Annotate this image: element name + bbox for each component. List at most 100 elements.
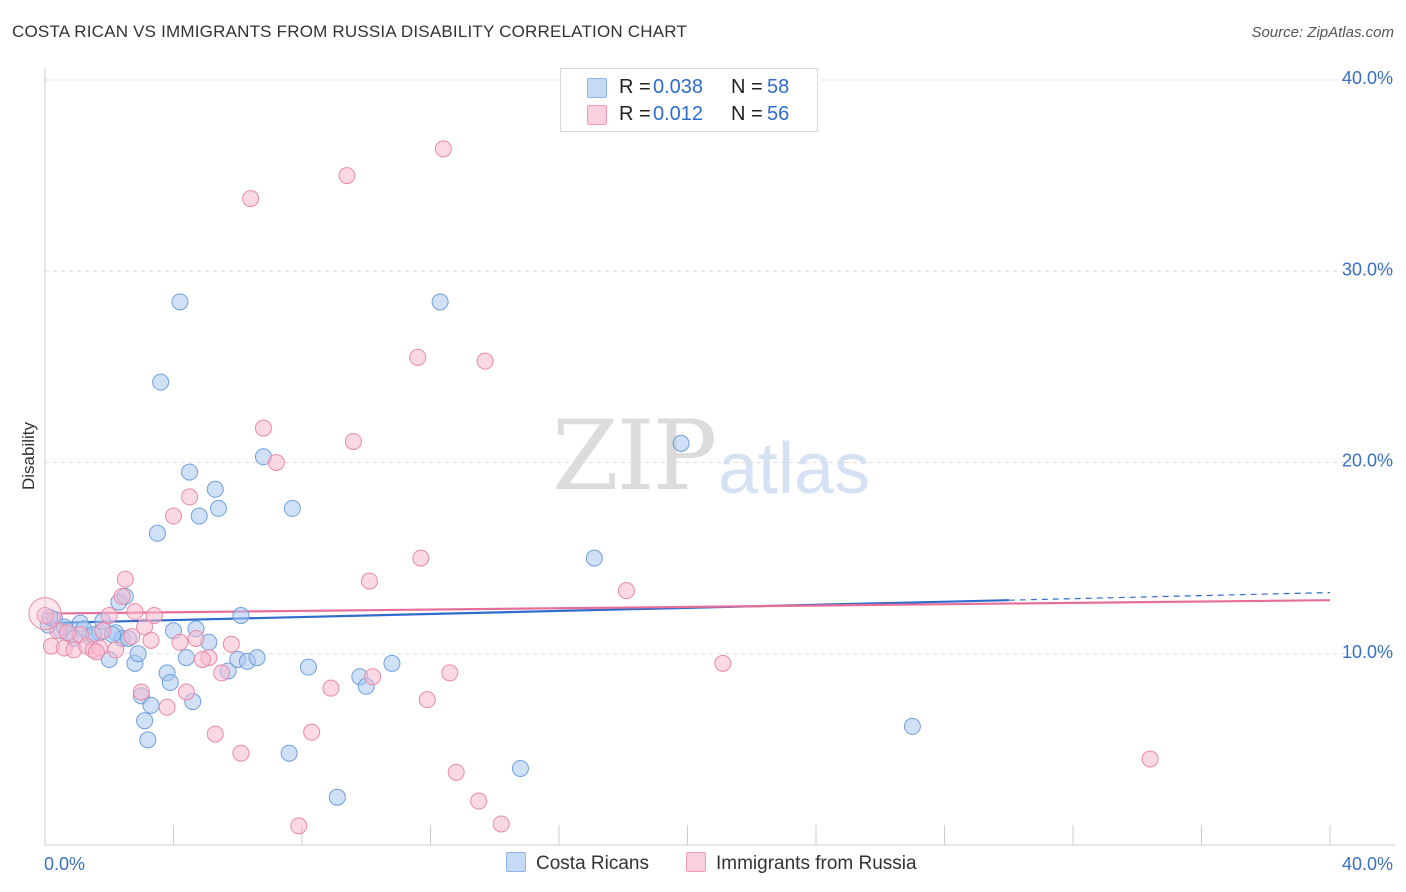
point-costa-rican [383, 654, 401, 672]
point-costa-rican [129, 645, 147, 663]
point-costa-rican [248, 649, 266, 667]
legend-r-value: 0.012 [653, 103, 704, 125]
chart-title: COSTA RICAN VS IMMIGRANTS FROM RUSSIA DI… [12, 22, 688, 41]
point-russia [1141, 750, 1159, 768]
point-costa-rican [161, 673, 179, 691]
axis-labels: 10.0% 20.0% 30.0% 40.0% 0.0% 40.0% Disability [19, 68, 1393, 874]
legend-r-value: 0.038 [653, 76, 704, 98]
trend-line-russia [44, 599, 1331, 615]
point-russia [171, 633, 189, 651]
point-russia [338, 167, 356, 185]
point-costa-rican [152, 373, 170, 391]
point-costa-rican [139, 731, 157, 749]
point-russia [177, 683, 195, 701]
point-russia [132, 683, 150, 701]
point-russia [107, 641, 125, 659]
point-russia [242, 190, 260, 208]
point-costa-rican [136, 712, 154, 730]
point-costa-rican [190, 507, 208, 525]
bottom-legend-swatch-blue [506, 852, 526, 872]
legend-swatch-blue [587, 78, 607, 98]
point-russia [412, 549, 430, 567]
point-costa-rican [903, 717, 921, 735]
point-russia [206, 725, 224, 743]
legend-n-value: 58 [767, 76, 790, 98]
point-russia [213, 664, 231, 682]
point-russia [476, 352, 494, 370]
point-russia [470, 792, 488, 810]
y-tick-label: 30.0% [1342, 259, 1393, 279]
y-tick-label: 20.0% [1342, 451, 1393, 471]
point-russia [254, 419, 272, 437]
point-russia [145, 607, 163, 624]
legend-r-label: R = [619, 103, 651, 125]
y-tick-label: 10.0% [1342, 642, 1393, 662]
point-russia [113, 587, 131, 605]
trend-line-costa-ricans-extrapolated [1008, 591, 1331, 601]
point-russia [360, 572, 378, 590]
point-russia [94, 622, 112, 640]
point-russia [322, 679, 340, 697]
point-russia [126, 603, 144, 621]
bottom-legend-swatch-pink [686, 852, 706, 872]
point-costa-rican [177, 649, 195, 667]
point-russia [492, 815, 510, 833]
bottom-legend-label: Costa Ricans [536, 853, 649, 874]
point-costa-rican [148, 524, 166, 542]
bottom-legend-label: Immigrants from Russia [716, 853, 917, 874]
point-russia [344, 432, 362, 450]
y-axis-title: Disability [19, 421, 38, 490]
legend-r-label: R = [619, 76, 651, 98]
y-tick-label: 40.0% [1342, 68, 1393, 88]
point-costa-rican [209, 499, 227, 517]
point-russia [303, 723, 321, 741]
point-russia [267, 454, 285, 471]
point-russia [165, 507, 182, 525]
point-costa-rican [585, 549, 603, 567]
point-russia [418, 691, 436, 709]
point-russia [434, 140, 452, 158]
point-russia [36, 607, 54, 624]
axes [44, 68, 1395, 846]
point-russia [100, 607, 118, 624]
point-costa-rican [181, 463, 199, 481]
point-russia [222, 635, 240, 653]
x-tick-label: 40.0% [1342, 854, 1393, 874]
point-costa-rican [299, 658, 317, 676]
point-costa-rican [328, 788, 346, 806]
point-russia [193, 650, 211, 668]
legend-swatch-pink [587, 105, 607, 125]
point-russia [447, 763, 465, 781]
point-russia [617, 582, 635, 600]
point-russia [181, 488, 199, 506]
trend-line-costa-ricans [44, 599, 1009, 625]
point-russia [116, 570, 134, 588]
grid-lines [45, 79, 1395, 655]
point-russia [441, 664, 459, 682]
point-costa-rican [283, 499, 301, 517]
watermark-atlas: atlas [718, 429, 871, 509]
point-russia [158, 698, 176, 716]
point-russia [232, 744, 250, 762]
point-russia [123, 628, 141, 646]
point-costa-rican [431, 293, 449, 311]
legend-n-value: 56 [767, 103, 790, 125]
point-russia [409, 348, 427, 366]
legend-n-label: N = [731, 76, 763, 98]
source-label: Source: ZipAtlas.com [1251, 24, 1394, 41]
point-russia [142, 631, 160, 649]
point-russia [364, 668, 382, 686]
point-costa-rican [171, 293, 189, 311]
bottom-legend-russia: Immigrants from Russia [686, 852, 917, 875]
trend-lines [44, 591, 1331, 625]
legend-n-label: N = [731, 103, 763, 125]
point-costa-rican [142, 696, 160, 714]
point-russia-cluster [28, 597, 62, 631]
point-russia [87, 643, 105, 661]
point-russia [187, 629, 205, 647]
point-costa-rican [511, 760, 529, 777]
point-russia [58, 624, 76, 642]
data-points [28, 140, 1159, 835]
watermark-zip: ZIP [552, 400, 717, 512]
